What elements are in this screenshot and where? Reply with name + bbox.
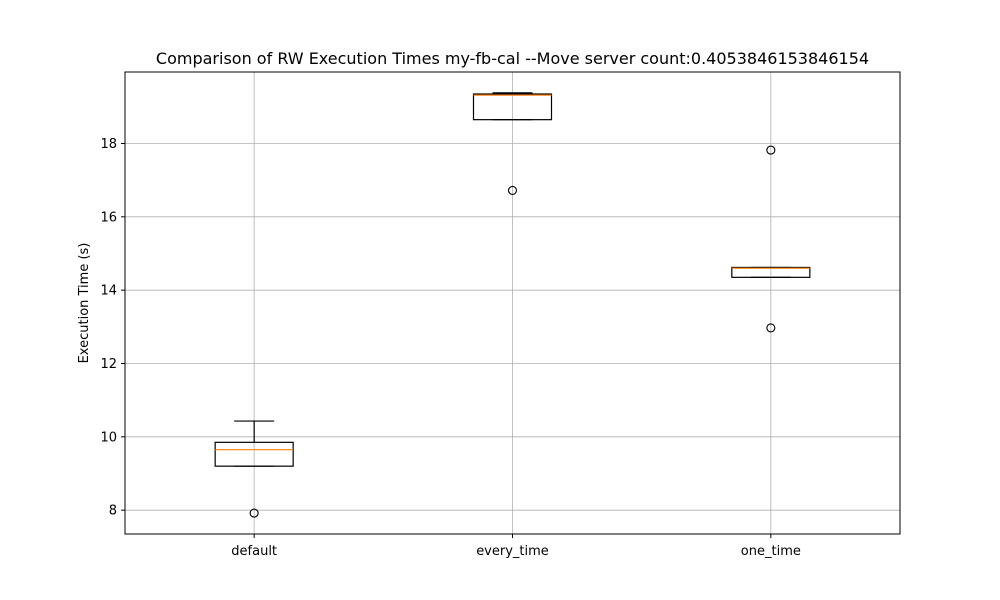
outlier-point [766, 145, 776, 155]
axes: 8 10 12 14 16 18 default every_time one_time [100, 137, 800, 559]
chart-title: Comparison of RW Execution Times my-fb-c… [156, 49, 869, 68]
y-axis-label: Execution Time (s) [77, 243, 92, 364]
x-tick-label: every_time [476, 544, 549, 559]
y-tick-label: 16 [100, 210, 117, 225]
y-tick-label: 12 [100, 357, 117, 372]
box-iqr [214, 441, 294, 467]
y-tick-label: 14 [100, 284, 117, 299]
box-one_time [731, 145, 811, 333]
box-iqr [731, 266, 811, 278]
y-tick-label: 18 [100, 137, 117, 152]
outlier-point [766, 323, 776, 333]
grid-lines [125, 72, 900, 534]
x-tick-label: default [231, 544, 277, 559]
box-every_time [472, 92, 553, 195]
outlier-point [507, 185, 518, 195]
box-default [214, 420, 294, 518]
y-tick-label: 10 [100, 430, 117, 445]
y-tick-label: 8 [109, 504, 117, 519]
box-iqr [472, 93, 553, 121]
outlier-point [249, 508, 259, 518]
box-plots [214, 92, 811, 518]
x-tick-label: one_time [741, 544, 801, 559]
